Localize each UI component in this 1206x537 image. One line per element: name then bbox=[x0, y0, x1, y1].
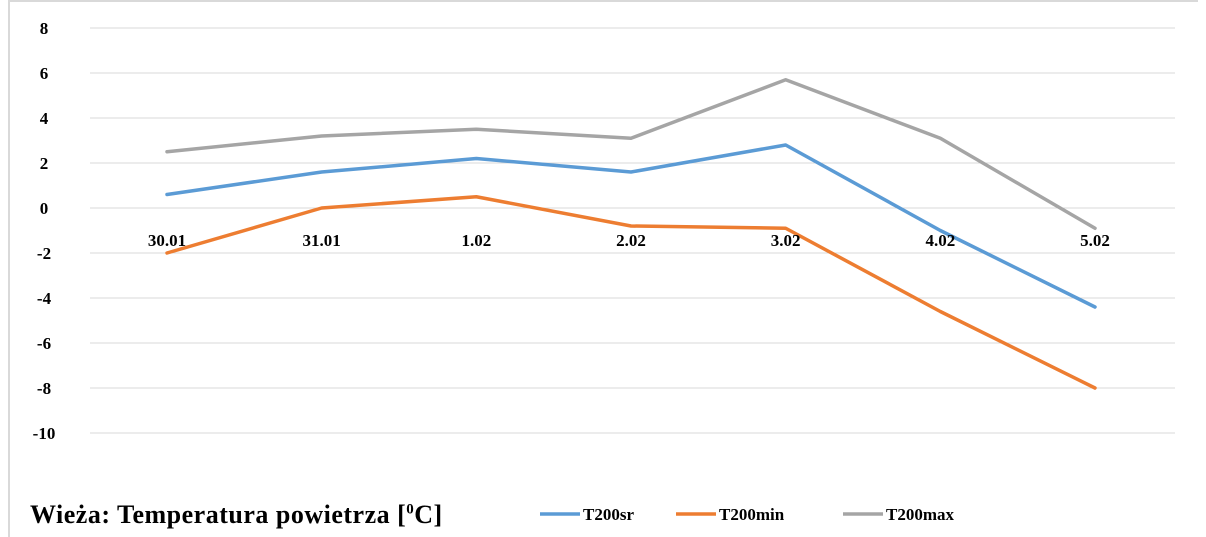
x-category-label: 30.01 bbox=[148, 231, 186, 250]
y-tick-label: -4 bbox=[37, 289, 52, 308]
x-category-label: 3.02 bbox=[771, 231, 801, 250]
y-tick-label: 4 bbox=[40, 109, 49, 128]
y-tick-label: 8 bbox=[40, 19, 49, 38]
x-category-label: 2.02 bbox=[616, 231, 646, 250]
legend-label-T200min: T200min bbox=[719, 505, 785, 524]
y-tick-label: 6 bbox=[40, 64, 49, 83]
x-category-label: 4.02 bbox=[925, 231, 955, 250]
y-tick-label: -2 bbox=[37, 244, 51, 263]
series-line-T200min bbox=[165, 195, 1097, 390]
chart-frame bbox=[8, 0, 1198, 537]
series-lines bbox=[165, 78, 1097, 390]
chart-title: Wieża: Temperatura powietrza [0C] bbox=[30, 500, 443, 530]
legend-label-T200sr: T200sr bbox=[583, 505, 634, 524]
gridlines bbox=[90, 27, 1175, 434]
y-tick-label: -8 bbox=[37, 379, 51, 398]
y-axis-tick-labels: 8 6 4 2 0 -2 -4 -6 -8 -10 bbox=[33, 19, 56, 443]
x-category-label: 31.01 bbox=[303, 231, 341, 250]
chart-title-superscript: 0 bbox=[406, 501, 415, 518]
series-line-T200sr bbox=[165, 143, 1097, 309]
y-tick-label: -6 bbox=[37, 334, 51, 353]
x-axis-category-labels: 30.01 31.01 1.02 2.02 3.02 4.02 5.02 bbox=[148, 231, 1110, 250]
chart-title-prefix: Wieża: Temperatura powietrza [ bbox=[30, 500, 407, 529]
y-tick-label: 0 bbox=[40, 199, 49, 218]
x-category-label: 1.02 bbox=[461, 231, 491, 250]
y-tick-label: 2 bbox=[40, 154, 49, 173]
series-line-T200max bbox=[165, 78, 1097, 230]
x-category-label: 5.02 bbox=[1080, 231, 1110, 250]
chart-title-suffix: C] bbox=[414, 500, 443, 529]
y-tick-label: -10 bbox=[33, 424, 56, 443]
legend-label-T200max: T200max bbox=[886, 505, 955, 524]
legend: T200sr T200min T200max bbox=[540, 505, 955, 524]
